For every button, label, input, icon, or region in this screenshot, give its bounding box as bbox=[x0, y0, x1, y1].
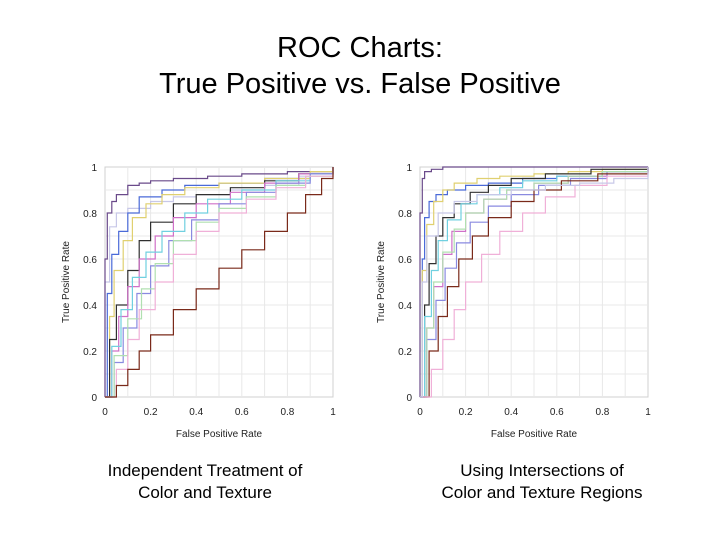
caption-right-line-1: Using Intersections of bbox=[460, 461, 624, 480]
roc-series-10 bbox=[105, 167, 334, 398]
caption-left-line-2: Color and Texture bbox=[138, 483, 272, 502]
roc-chart-right: 0 0.2 0.4 0.6 0.8 1 0 0.2 0.4 0.6 0.8 1 False Positi… bbox=[370, 155, 660, 445]
y-tick-label: 0.2 bbox=[83, 347, 97, 358]
roc-series-10 bbox=[420, 167, 649, 398]
x-tick-label: 0.6 bbox=[550, 407, 564, 418]
x-tick-label: 0.2 bbox=[144, 407, 158, 418]
caption-left-line-1: Independent Treatment of bbox=[107, 461, 303, 480]
y-tick-label: 0.4 bbox=[398, 301, 412, 312]
roc-chart-svg: 0 0.2 0.4 0.6 0.8 1 0 0.2 0.4 0.6 0.8 1 False Positi… bbox=[376, 163, 651, 440]
y-tick-label: 1 bbox=[91, 163, 97, 174]
roc-series-1 bbox=[419, 166, 648, 397]
y-tick-label: 1 bbox=[406, 163, 412, 174]
roc-series-8 bbox=[420, 167, 649, 398]
x-tick-label: 0.4 bbox=[189, 407, 203, 418]
x-tick-label: 0.2 bbox=[459, 407, 473, 418]
roc-chart-svg: 0 0.2 0.4 0.6 0.8 1 0 0.2 0.4 0.6 0.8 1 False Positi… bbox=[61, 163, 336, 440]
x-tick-label: 1 bbox=[645, 407, 651, 418]
y-axis-label: True Positive Rate bbox=[376, 241, 387, 323]
caption-right: Using Intersections of Color and Texture… bbox=[392, 460, 692, 504]
x-tick-label: 0.8 bbox=[595, 407, 609, 418]
roc-series-7 bbox=[105, 167, 334, 398]
y-tick-label: 0 bbox=[91, 393, 97, 404]
x-tick-label: 0.4 bbox=[504, 407, 518, 418]
y-tick-label: 0.6 bbox=[83, 255, 97, 266]
roc-series-11 bbox=[420, 167, 649, 398]
gridlines bbox=[420, 167, 648, 397]
y-tick-label: 0.8 bbox=[398, 209, 412, 220]
x-axis-label: False Positive Rate bbox=[176, 429, 263, 440]
x-tick-label: 1 bbox=[330, 407, 336, 418]
roc-series-2 bbox=[104, 167, 334, 397]
slide-title-line-1: ROC Charts: bbox=[277, 32, 443, 64]
caption-right-line-2: Color and Texture Regions bbox=[441, 483, 643, 502]
roc-series-4 bbox=[105, 167, 334, 398]
y-tick-label: 0.2 bbox=[398, 347, 412, 358]
roc-chart-left: 0 0.2 0.4 0.6 0.8 1 0 0.2 0.4 0.6 0.8 1 False Positi… bbox=[55, 155, 345, 445]
x-axis-label: False Positive Rate bbox=[491, 429, 578, 440]
y-tick-label: 0.8 bbox=[83, 209, 97, 220]
roc-series-9 bbox=[420, 167, 649, 398]
y-tick-label: 0.4 bbox=[83, 301, 97, 312]
x-tick-label: 0.8 bbox=[280, 407, 294, 418]
caption-left: Independent Treatment of Color and Textu… bbox=[55, 460, 355, 504]
y-axis-label: True Positive Rate bbox=[61, 241, 72, 323]
y-tick-label: 0.6 bbox=[398, 255, 412, 266]
x-tick-label: 0.6 bbox=[235, 407, 249, 418]
y-tick-label: 0 bbox=[406, 393, 412, 404]
slide-title-line-2: True Positive vs. False Positive bbox=[159, 68, 561, 100]
x-tick-label: 0 bbox=[102, 407, 108, 418]
x-tick-label: 0 bbox=[417, 407, 423, 418]
slide-title: ROC Charts: True Positive vs. False Posi… bbox=[0, 30, 720, 102]
roc-series-11 bbox=[105, 167, 334, 398]
